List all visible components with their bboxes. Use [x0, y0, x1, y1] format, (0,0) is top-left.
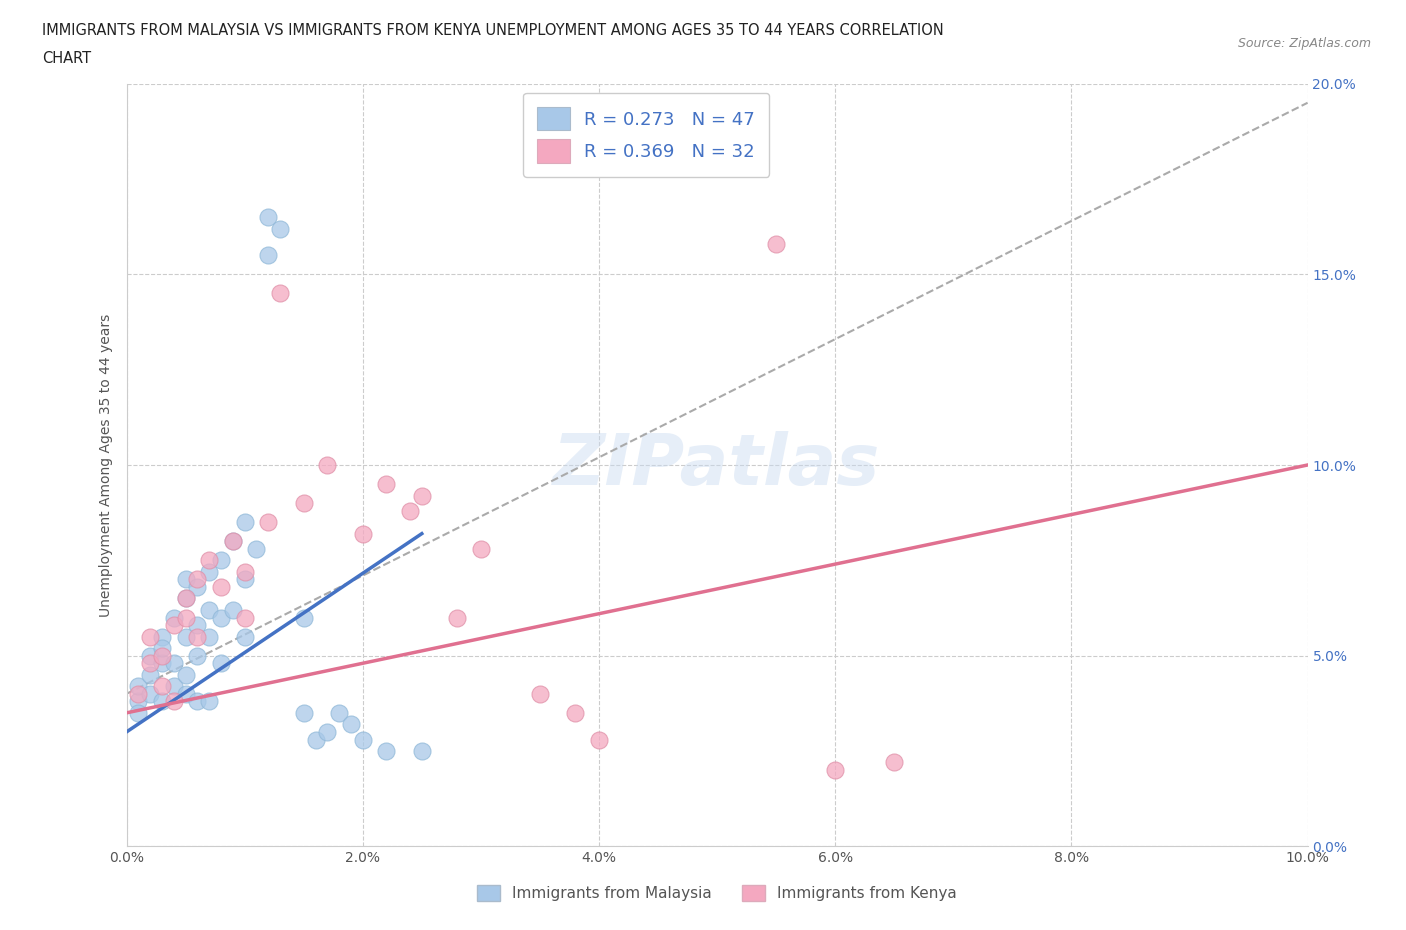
Point	[150, 630, 173, 644]
Point	[222, 534, 245, 549]
Point	[292, 705, 315, 720]
Point	[150, 648, 173, 663]
Point	[222, 534, 245, 549]
Point	[588, 732, 610, 747]
Point	[186, 694, 208, 709]
Point	[269, 286, 291, 301]
Point	[174, 572, 197, 587]
Point	[824, 763, 846, 777]
Point	[163, 694, 186, 709]
Point	[209, 656, 232, 671]
Point	[163, 618, 186, 632]
Point	[174, 591, 197, 606]
Point	[209, 553, 232, 568]
Point	[352, 732, 374, 747]
Point	[127, 686, 149, 701]
Point	[411, 488, 433, 503]
Point	[174, 630, 197, 644]
Y-axis label: Unemployment Among Ages 35 to 44 years: Unemployment Among Ages 35 to 44 years	[98, 313, 112, 617]
Point	[209, 579, 232, 594]
Point	[186, 579, 208, 594]
Point	[139, 656, 162, 671]
Point	[139, 668, 162, 683]
Point	[209, 610, 232, 625]
Point	[198, 630, 221, 644]
Point	[174, 668, 197, 683]
Point	[340, 717, 363, 732]
Point	[127, 679, 149, 694]
Point	[174, 591, 197, 606]
Point	[139, 630, 162, 644]
Point	[163, 679, 186, 694]
Point	[186, 618, 208, 632]
Point	[186, 648, 208, 663]
Text: Source: ZipAtlas.com: Source: ZipAtlas.com	[1237, 37, 1371, 50]
Point	[198, 694, 221, 709]
Point	[150, 656, 173, 671]
Point	[233, 515, 256, 530]
Point	[222, 603, 245, 618]
Point	[765, 236, 787, 251]
Point	[150, 694, 173, 709]
Point	[186, 572, 208, 587]
Point	[411, 744, 433, 759]
Point	[198, 565, 221, 579]
Point	[139, 686, 162, 701]
Point	[257, 210, 280, 225]
Point	[127, 694, 149, 709]
Point	[375, 477, 398, 492]
Point	[127, 705, 149, 720]
Point	[257, 515, 280, 530]
Point	[375, 744, 398, 759]
Point	[529, 686, 551, 701]
Point	[883, 755, 905, 770]
Point	[292, 610, 315, 625]
Point	[328, 705, 350, 720]
Point	[174, 686, 197, 701]
Point	[139, 648, 162, 663]
Point	[198, 553, 221, 568]
Point	[186, 630, 208, 644]
Text: ZIPatlas: ZIPatlas	[554, 431, 880, 499]
Text: IMMIGRANTS FROM MALAYSIA VS IMMIGRANTS FROM KENYA UNEMPLOYMENT AMONG AGES 35 TO : IMMIGRANTS FROM MALAYSIA VS IMMIGRANTS F…	[42, 23, 943, 38]
Point	[233, 565, 256, 579]
Point	[399, 503, 422, 518]
Point	[233, 610, 256, 625]
Point	[470, 541, 492, 556]
Point	[316, 724, 339, 739]
Point	[245, 541, 267, 556]
Point	[150, 641, 173, 656]
Text: CHART: CHART	[42, 51, 91, 66]
Point	[150, 679, 173, 694]
Point	[564, 705, 586, 720]
Point	[446, 610, 468, 625]
Point	[292, 496, 315, 511]
Point	[257, 248, 280, 263]
Point	[352, 526, 374, 541]
Point	[198, 603, 221, 618]
Point	[163, 656, 186, 671]
Legend: Immigrants from Malaysia, Immigrants from Kenya: Immigrants from Malaysia, Immigrants fro…	[471, 879, 963, 908]
Point	[174, 610, 197, 625]
Point	[304, 732, 326, 747]
Point	[233, 572, 256, 587]
Point	[316, 458, 339, 472]
Point	[163, 610, 186, 625]
Point	[233, 630, 256, 644]
Point	[269, 221, 291, 236]
